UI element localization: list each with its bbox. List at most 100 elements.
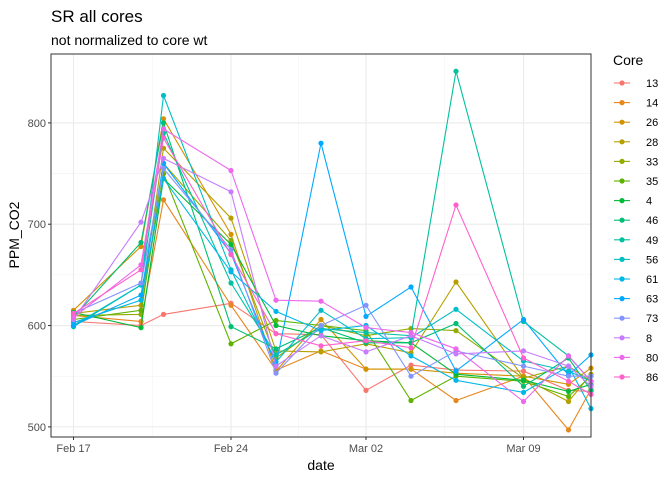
- data-point-63: [318, 140, 324, 146]
- data-point-28: [565, 398, 572, 405]
- data-point-86: [160, 135, 167, 141]
- data-point-63: [70, 322, 77, 329]
- data-point-4: [565, 388, 572, 394]
- chart-subtitle: not normalized to core wt: [51, 32, 208, 48]
- data-point-46: [273, 346, 279, 352]
- data-point-46: [160, 120, 167, 126]
- data-point-26: [160, 116, 167, 122]
- data-point-8: [138, 219, 144, 225]
- legend-label: 14: [646, 98, 658, 110]
- y-axis: 500 600 700 800: [28, 118, 51, 434]
- data-point-14: [228, 302, 234, 308]
- legend-item-86: 86: [614, 372, 658, 384]
- legend-label: 86: [646, 372, 658, 384]
- legend: Core 13 14 26 28 33 35 4 46 49 56 61 63 73 8 80 86: [613, 52, 658, 384]
- data-point-26: [408, 366, 414, 372]
- legend-key-point: [619, 354, 625, 360]
- series-line-56: [73, 95, 592, 382]
- legend-key-point: [619, 237, 625, 243]
- legend-item-73: 73: [614, 313, 658, 325]
- data-point-8: [565, 363, 572, 369]
- data-point-46: [520, 383, 527, 389]
- series-line-73: [73, 167, 591, 377]
- data-point-56: [453, 306, 459, 312]
- data-point-73: [160, 165, 167, 172]
- data-point-46: [228, 324, 234, 330]
- legend-label: 28: [646, 137, 658, 149]
- legend-key-point: [619, 374, 625, 380]
- data-point-8: [318, 333, 324, 339]
- legend-title: Core: [613, 52, 644, 68]
- data-point-80: [363, 325, 369, 331]
- data-point-86: [520, 355, 527, 361]
- data-point-86: [408, 345, 414, 351]
- x-axis-title: date: [307, 457, 334, 473]
- x-tick-label: Mar 02: [349, 443, 383, 455]
- legend-key-point: [619, 296, 625, 302]
- data-point-35: [228, 341, 234, 347]
- data-point-61: [273, 308, 279, 314]
- plot-border: [50, 53, 592, 438]
- data-point-8: [228, 189, 234, 195]
- legend-label: 80: [646, 352, 658, 364]
- data-point-86: [273, 331, 279, 337]
- data-point-56: [160, 92, 167, 99]
- data-point-73: [228, 247, 234, 253]
- y-tick-label: 500: [28, 422, 46, 434]
- legend-key-point: [619, 178, 625, 184]
- y-tick-label: 700: [28, 219, 46, 231]
- legend-label: 56: [646, 254, 658, 266]
- data-point-33: [228, 237, 234, 243]
- data-point-63: [408, 284, 414, 290]
- series-line-61: [73, 177, 592, 409]
- legend-label: 73: [646, 313, 658, 325]
- legend-item-4: 4: [614, 196, 652, 208]
- data-point-13: [408, 362, 414, 368]
- legend-key-point: [619, 158, 625, 164]
- legend-item-8: 8: [614, 333, 652, 345]
- data-point-4: [228, 241, 234, 248]
- data-point-61: [520, 389, 527, 395]
- data-point-8: [273, 363, 279, 369]
- x-tick-label: Feb 17: [56, 443, 90, 455]
- data-point-80: [408, 330, 414, 336]
- data-point-61: [138, 297, 144, 303]
- series-86: [70, 135, 594, 397]
- data-point-86: [363, 338, 369, 344]
- data-point-86: [228, 252, 234, 258]
- legend-item-80: 80: [614, 352, 658, 364]
- legend-label: 61: [646, 274, 658, 286]
- data-point-63: [138, 292, 144, 298]
- legend-key-point: [619, 315, 625, 321]
- data-point-28: [228, 215, 234, 221]
- series-line-80: [73, 128, 592, 403]
- legend-item-49: 49: [614, 235, 658, 247]
- data-point-28: [318, 349, 324, 355]
- data-point-26: [228, 231, 234, 237]
- series-line-14: [73, 198, 592, 431]
- data-point-80: [160, 126, 167, 132]
- data-point-86: [70, 310, 77, 316]
- data-point-26: [138, 243, 144, 250]
- data-point-73: [273, 370, 279, 376]
- legend-label: 4: [646, 196, 652, 208]
- data-point-26: [318, 316, 324, 323]
- y-tick-label: 600: [28, 321, 46, 333]
- data-point-35: [138, 307, 144, 313]
- legend-item-33: 33: [614, 156, 658, 168]
- data-point-4: [520, 377, 527, 383]
- legend-item-35: 35: [614, 176, 658, 188]
- data-point-13: [363, 387, 369, 393]
- data-point-14: [160, 197, 167, 203]
- legend-item-61: 61: [614, 274, 658, 286]
- data-point-86: [318, 343, 324, 349]
- legend-label: 49: [646, 235, 658, 247]
- data-point-14: [453, 397, 459, 404]
- x-tick-label: Feb 24: [214, 443, 248, 455]
- data-point-13: [160, 311, 167, 317]
- data-point-73: [565, 373, 572, 379]
- data-point-8: [363, 349, 369, 355]
- data-point-73: [408, 373, 414, 379]
- data-point-73: [318, 322, 324, 329]
- legend-item-28: 28: [614, 137, 658, 149]
